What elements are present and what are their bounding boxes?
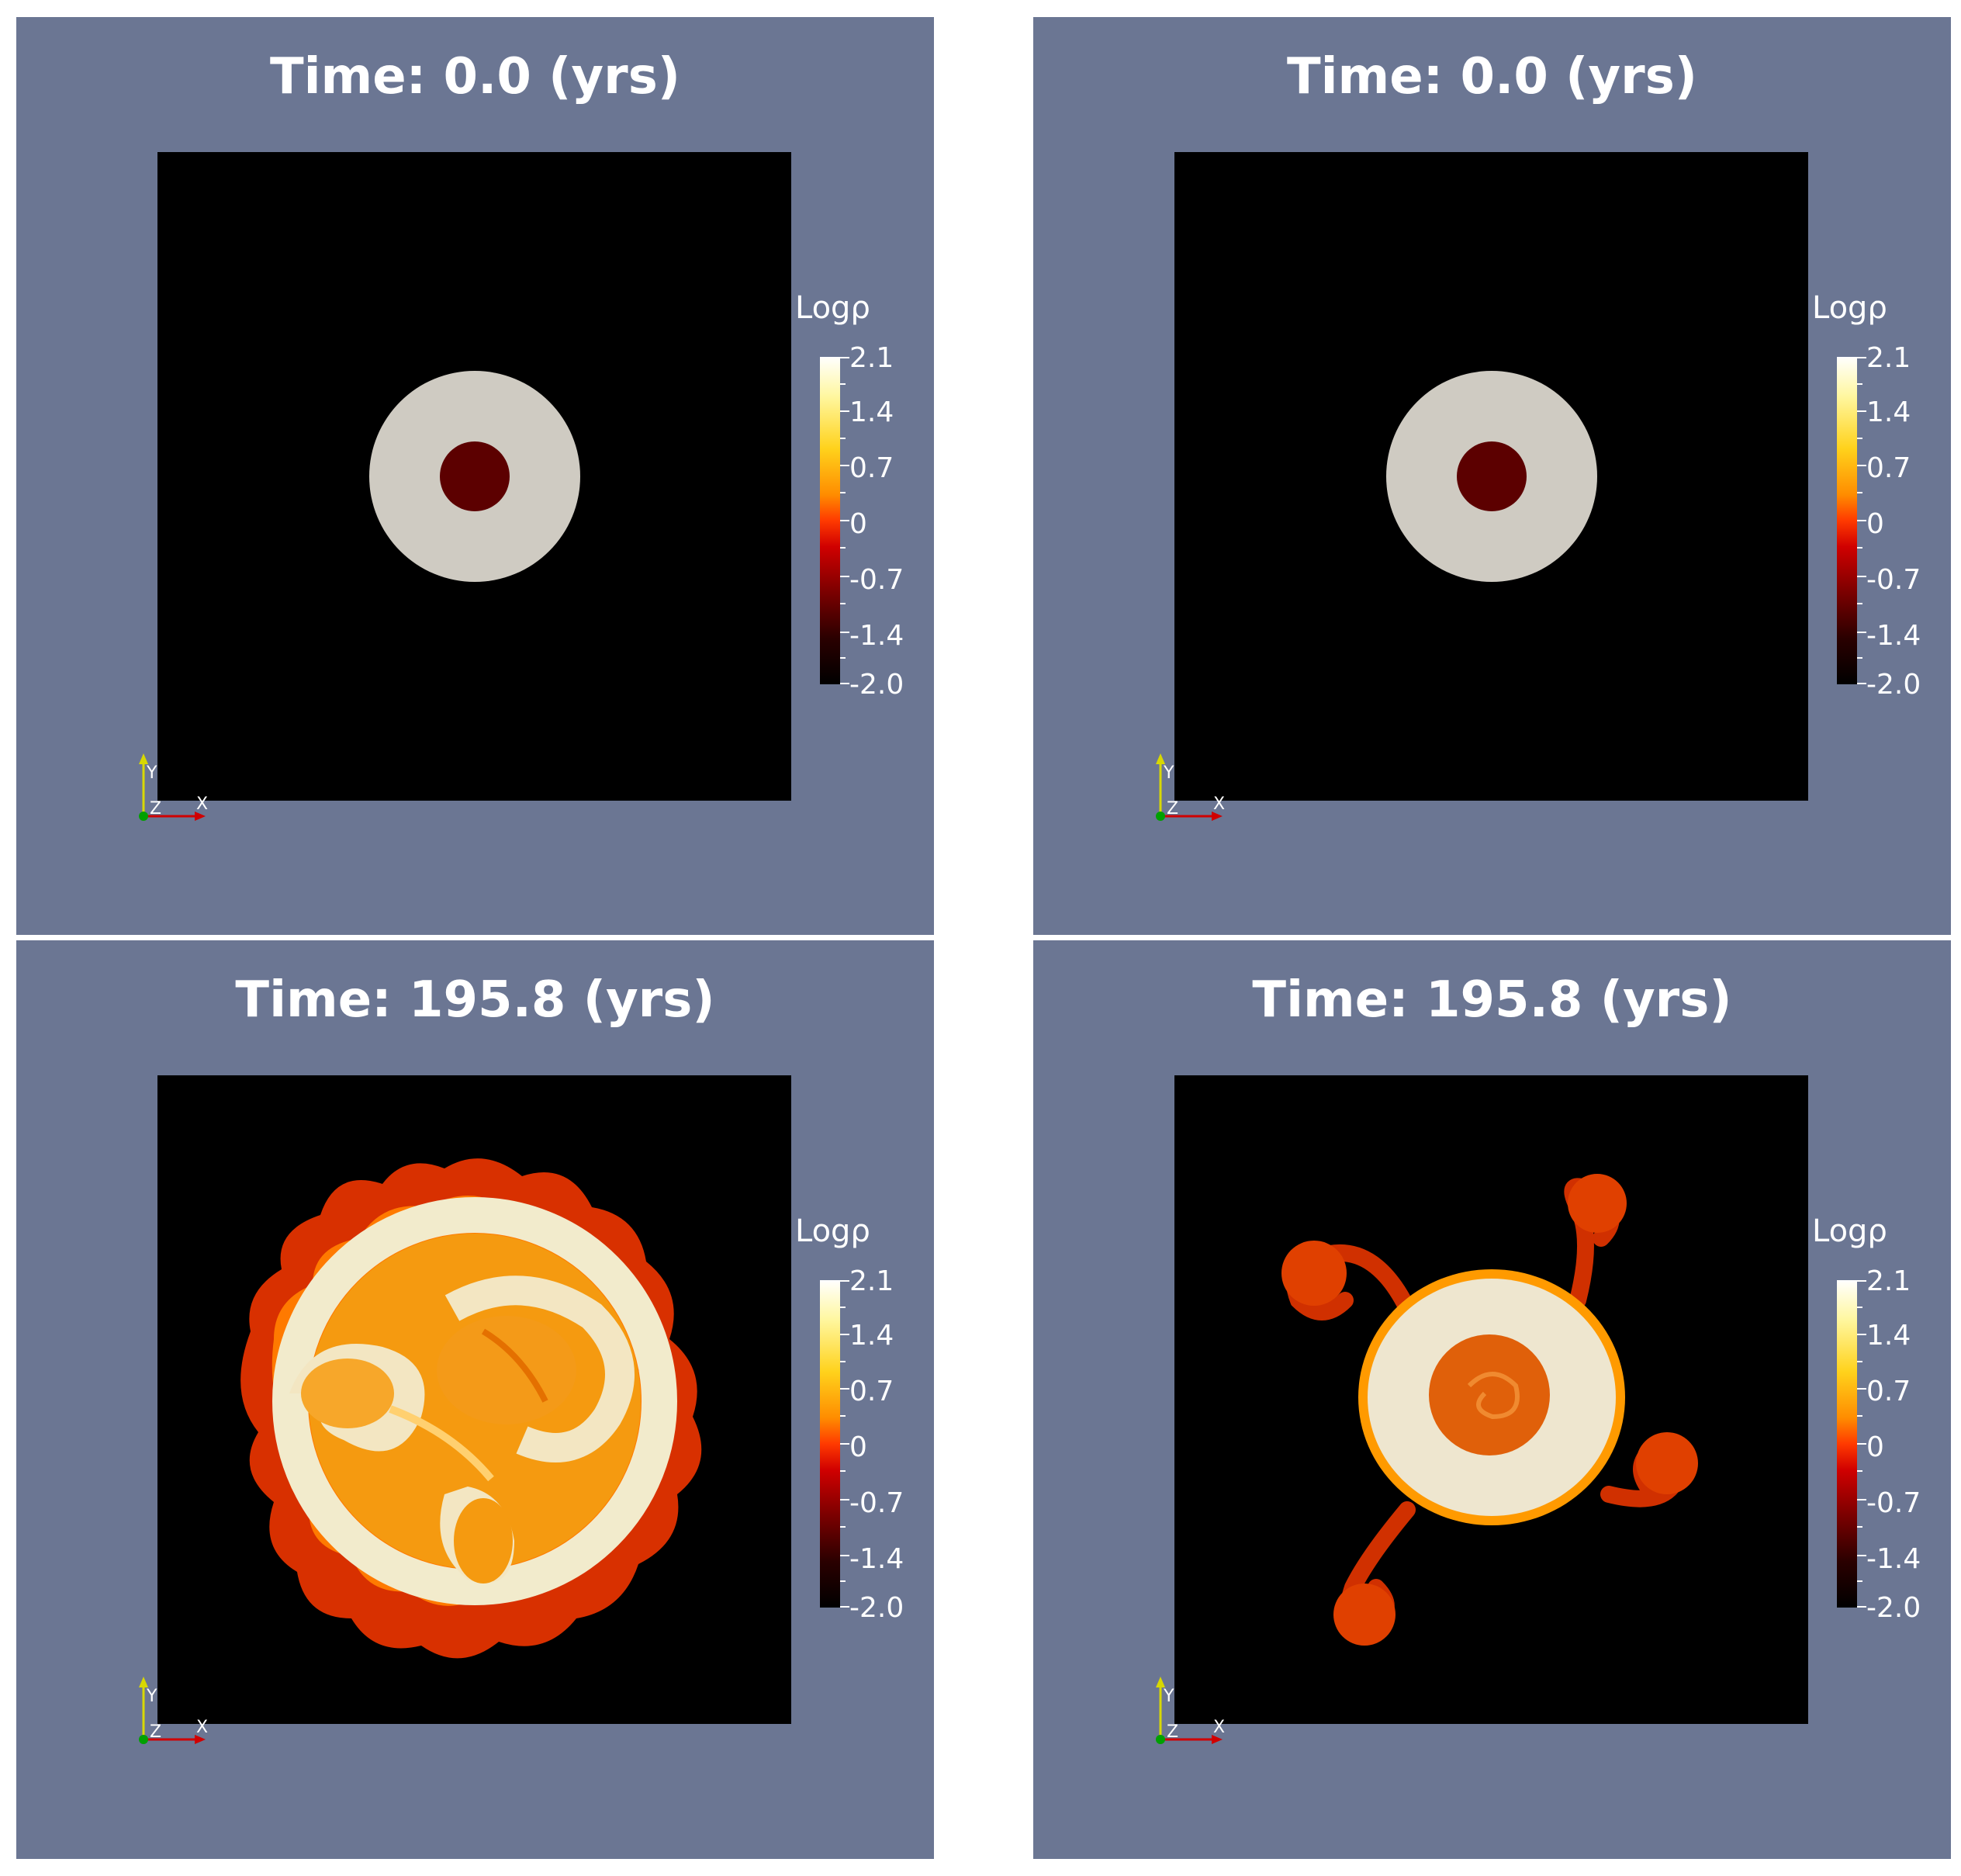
time-title: Time: 195.8 (yrs) xyxy=(235,971,715,1029)
colorbar-ticks xyxy=(1857,1280,1866,1608)
axis-label-z: Z xyxy=(150,799,161,819)
colorbar-tick-label: -1.4 xyxy=(849,620,904,652)
render-view-top-right: Time: 0.0 (yrs) Logρ 2.1 1.4 0.7 0 -0.7 … xyxy=(1033,17,1951,935)
colorbar xyxy=(1837,357,1857,684)
colorbar-title: Logρ xyxy=(795,1213,870,1249)
colorbar-ticks xyxy=(1857,357,1866,684)
axis-label-y: Y xyxy=(146,763,157,783)
colorbar-tick-label: 2.1 xyxy=(849,342,894,374)
colorbar xyxy=(820,1280,840,1608)
colorbar-title: Logρ xyxy=(1812,1213,1887,1249)
colorbar-tick-label: -2.0 xyxy=(849,1592,904,1624)
axis-label-x: X xyxy=(1213,794,1225,814)
axis-label-x: X xyxy=(196,794,208,814)
colorbar-tick-label: -0.7 xyxy=(1866,1487,1921,1519)
colorbar-tick-label: 0 xyxy=(849,1431,867,1463)
render-view-top-left: Time: 0.0 (yrs) Logρ 2.1 1.4 0.7 0 -0.7 … xyxy=(16,17,934,935)
colorbar-tick-label: 0.7 xyxy=(849,452,894,484)
colorbar-tick-label: 1.4 xyxy=(849,396,894,428)
orientation-axes: Y Z X xyxy=(139,1677,208,1744)
colorbar-tick-label: 1.4 xyxy=(1866,1320,1911,1352)
colorbar-tick-label: -1.4 xyxy=(849,1543,904,1575)
colorbar-title: Logρ xyxy=(795,290,870,326)
colorbar-tick-label: -0.7 xyxy=(1866,564,1921,596)
time-title: Time: 0.0 (yrs) xyxy=(269,48,681,106)
orientation-axes: Y Z X xyxy=(1156,1677,1225,1744)
density-render xyxy=(157,1075,791,1724)
colorbar-tick-label: -2.0 xyxy=(1866,669,1921,701)
axis-label-x: X xyxy=(196,1718,208,1737)
density-render xyxy=(157,152,791,801)
colorbar-ticks xyxy=(840,357,849,684)
axis-label-x: X xyxy=(1213,1718,1225,1737)
orientation-axes: Y Z X xyxy=(1156,753,1225,821)
colorbar-tick-label: 1.4 xyxy=(849,1320,894,1352)
orientation-axes: Y Z X xyxy=(139,753,208,821)
colorbar-tick-label: -2.0 xyxy=(849,669,904,701)
colorbar-tick-label: -1.4 xyxy=(1866,1543,1921,1575)
density-render xyxy=(1174,152,1808,801)
axis-label-y: Y xyxy=(1163,763,1174,783)
axis-label-z: Z xyxy=(1167,799,1178,819)
colorbar-title: Logρ xyxy=(1812,290,1887,326)
colorbar-tick-label: 0 xyxy=(849,508,867,540)
render-view-bottom-left: Time: 195.8 (yrs) Logρ 2.1 1.4 0.7 0 -0.… xyxy=(16,940,934,1859)
time-title: Time: 195.8 (yrs) xyxy=(1252,971,1732,1029)
colorbar-ticks xyxy=(840,1280,849,1608)
colorbar xyxy=(1837,1280,1857,1608)
render-view-bottom-right: Time: 195.8 (yrs) Logρ 2.1 1.4 xyxy=(1033,940,1951,1859)
colorbar-tick-label: 0 xyxy=(1866,1431,1884,1463)
colorbar-tick-label: 0.7 xyxy=(849,1376,894,1407)
time-title: Time: 0.0 (yrs) xyxy=(1286,48,1698,106)
axis-label-z: Z xyxy=(150,1722,161,1742)
colorbar-tick-label: -0.7 xyxy=(849,564,904,596)
colorbar-tick-label: -0.7 xyxy=(849,1487,904,1519)
axis-label-z: Z xyxy=(1167,1722,1178,1742)
colorbar-tick-label: 1.4 xyxy=(1866,396,1911,428)
colorbar-tick-label: 0.7 xyxy=(1866,1376,1911,1407)
axis-label-y: Y xyxy=(146,1687,157,1706)
colorbar-tick-label: -2.0 xyxy=(1866,1592,1921,1624)
axis-label-y: Y xyxy=(1163,1687,1174,1706)
colorbar xyxy=(820,357,840,684)
colorbar-tick-label: 0 xyxy=(1866,508,1884,540)
colorbar-tick-label: 2.1 xyxy=(1866,1265,1911,1297)
density-render xyxy=(1174,1075,1808,1724)
colorbar-tick-label: 2.1 xyxy=(849,1265,894,1297)
colorbar-tick-label: 0.7 xyxy=(1866,452,1911,484)
colorbar-tick-label: 2.1 xyxy=(1866,342,1911,374)
colorbar-tick-label: -1.4 xyxy=(1866,620,1921,652)
